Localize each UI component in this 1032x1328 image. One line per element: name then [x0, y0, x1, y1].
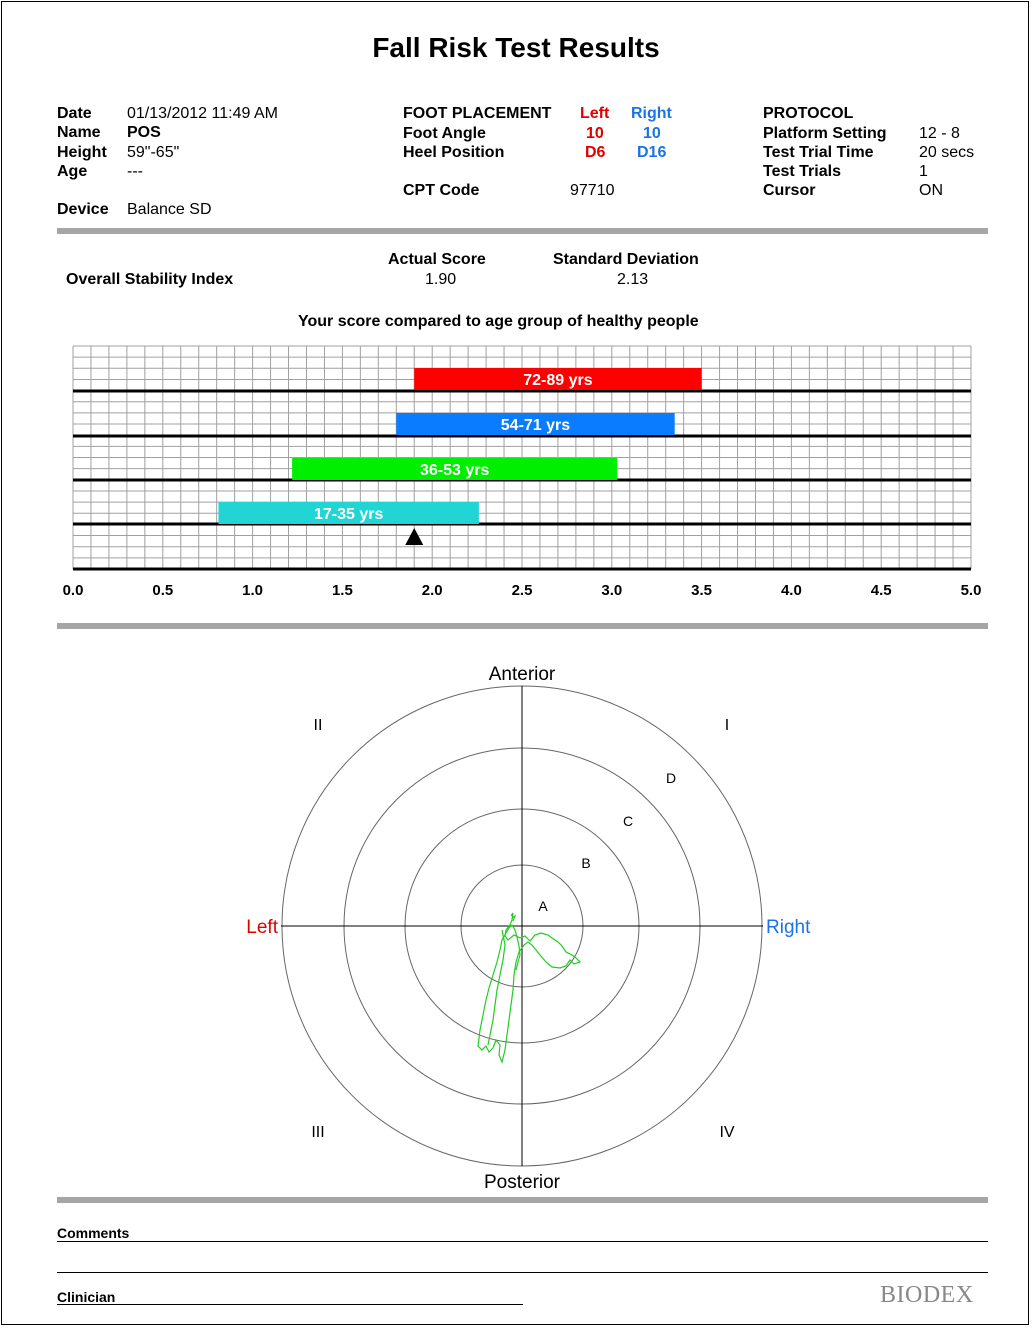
- comparison-caption: Your score compared to age group of heal…: [298, 313, 699, 330]
- age-group-bar-label: 17-35 yrs: [314, 506, 383, 523]
- section-divider: [57, 623, 988, 629]
- device-label: Device: [57, 201, 109, 218]
- device-value: Balance SD: [127, 201, 212, 218]
- overall-stability-index-label: Overall Stability Index: [66, 271, 234, 288]
- cursor-label: Cursor: [763, 182, 816, 199]
- test-trial-time-label: Test Trial Time: [763, 144, 874, 161]
- test-trial-time-value: 20 secs: [919, 144, 975, 161]
- foot-angle-right: 10: [643, 125, 661, 142]
- date-value: 01/13/2012 11:49 AM: [127, 105, 278, 122]
- x-axis-tick-label: 3.5: [691, 582, 712, 599]
- sway-trace: [477, 912, 582, 1064]
- page-title: Fall Risk Test Results: [372, 32, 660, 63]
- age-group-bar-label: 36-53 yrs: [420, 462, 489, 479]
- zone-c-label: C: [623, 813, 633, 829]
- date-label: Date: [57, 105, 92, 122]
- x-axis-tick-label: 5.0: [961, 582, 982, 599]
- age-group-bar: [396, 413, 675, 435]
- clinician-signature-line: [57, 1304, 523, 1305]
- quadrant-ii-label: II: [314, 717, 323, 734]
- platform-setting-value: 12 - 8: [919, 125, 960, 142]
- age-value: ---: [127, 163, 143, 180]
- quadrant-iv-label: IV: [719, 1124, 734, 1141]
- age-group-bar: [414, 368, 702, 390]
- test-trials-value: 1: [919, 163, 928, 180]
- clinician-label: Clinician: [57, 1289, 116, 1305]
- protocol-header: PROTOCOL: [763, 105, 854, 122]
- standard-deviation-value: 2.13: [617, 271, 649, 288]
- x-axis-tick-label: 4.0: [781, 582, 802, 599]
- zone-d-label: D: [666, 770, 676, 786]
- posterior-label: Posterior: [484, 1172, 561, 1193]
- name-value: POS: [127, 124, 161, 141]
- x-axis-tick-label: 1.5: [332, 582, 353, 599]
- x-axis-tick-label: 2.5: [512, 582, 533, 599]
- height-label: Height: [57, 144, 107, 161]
- platform-setting-label: Platform Setting: [763, 125, 887, 142]
- age-group-bar: [292, 458, 618, 480]
- comments-line: [57, 1241, 988, 1242]
- age-label: Age: [57, 163, 88, 180]
- foot-angle-label: Foot Angle: [403, 125, 486, 142]
- foot-angle-left: 10: [586, 125, 604, 142]
- zone-b-label: B: [581, 855, 590, 871]
- comments-line-2: [57, 1272, 988, 1273]
- right-label: Right: [766, 917, 811, 938]
- foot-right-header: Right: [631, 105, 672, 122]
- quadrant-i-label: I: [725, 717, 729, 734]
- section-divider: [57, 1197, 988, 1203]
- anterior-label: Anterior: [489, 664, 556, 685]
- actual-score-label: Actual Score: [388, 251, 486, 268]
- age-group-bar-label: 54-71 yrs: [501, 417, 570, 434]
- biodex-logo: BIODEX: [880, 1282, 974, 1308]
- foot-placement-header: FOOT PLACEMENT: [403, 105, 552, 122]
- cursor-value: ON: [919, 182, 943, 199]
- age-group-bar-label: 72-89 yrs: [523, 372, 592, 389]
- zone-a-label: A: [538, 898, 548, 914]
- heel-position-label: Heel Position: [403, 144, 505, 161]
- score-marker-icon: [405, 528, 424, 545]
- heel-position-right: D16: [637, 144, 667, 161]
- age-group-bar: [218, 502, 479, 524]
- quadrant-iii-label: III: [311, 1124, 324, 1141]
- x-axis-tick-label: 1.0: [242, 582, 263, 599]
- x-axis-tick-label: 2.0: [422, 582, 443, 599]
- cpt-code-value: 97710: [570, 182, 615, 199]
- section-divider: [57, 228, 988, 234]
- standard-deviation-label: Standard Deviation: [553, 251, 699, 268]
- x-axis-tick-label: 4.5: [871, 582, 892, 599]
- heel-position-left: D6: [585, 144, 606, 161]
- name-label: Name: [57, 124, 101, 141]
- height-value: 59"-65": [127, 144, 180, 161]
- comments-label: Comments: [57, 1225, 130, 1241]
- x-axis-tick-label: 3.0: [601, 582, 622, 599]
- test-trials-label: Test Trials: [763, 163, 841, 180]
- foot-left-header: Left: [580, 105, 610, 122]
- left-label: Left: [246, 917, 278, 938]
- x-axis-tick-label: 0.5: [152, 582, 173, 599]
- actual-score-value: 1.90: [425, 271, 457, 288]
- cpt-code-label: CPT Code: [403, 182, 480, 199]
- x-axis-tick-label: 0.0: [63, 582, 84, 599]
